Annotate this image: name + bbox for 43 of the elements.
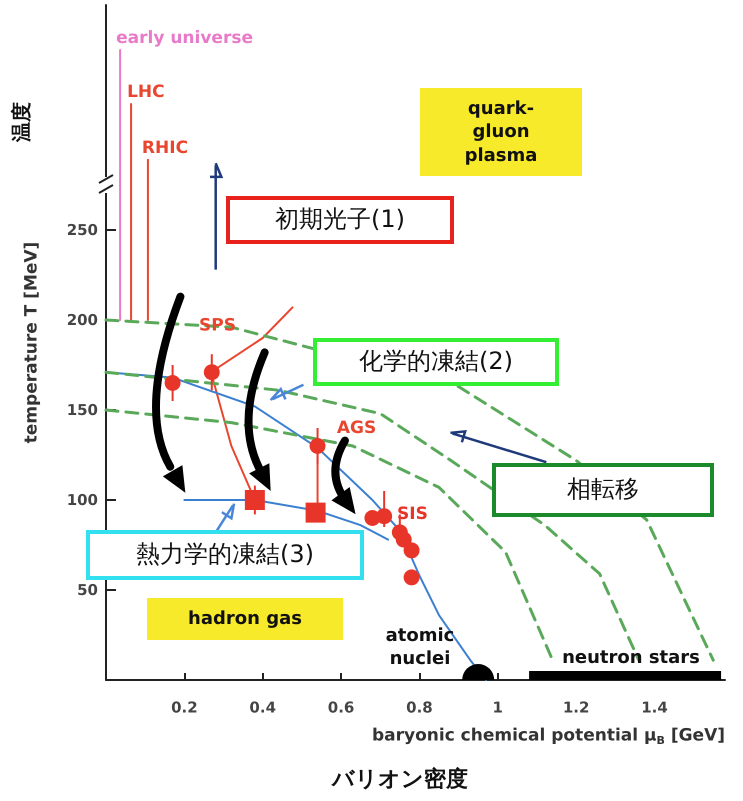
text-box: hadron gas [147,598,343,640]
annotation: 化学的凍結(2) [359,346,513,378]
series-label: early universe [116,28,253,48]
text: バリオン密度 [332,766,468,794]
point [310,438,326,454]
y-tick-label: 200 [66,311,98,329]
x-tick-label: 0.8 [406,698,433,716]
x-tick-label: 0.4 [249,698,276,716]
text-box: 相転移 [492,463,714,517]
annotation: 相転移 [567,474,639,506]
y-tick-label: 100 [66,491,98,509]
point [244,490,265,510]
annotation: 熱力学的凍結(3) [136,539,314,570]
annotation: quark-gluon plasma [464,96,538,168]
x-tick-label: 1 [492,698,503,716]
annotation: atomic nuclei [385,624,455,670]
annotation: 初期光子(1) [275,204,405,236]
y-tick-label: 250 [66,221,98,239]
point [204,364,220,380]
point [164,375,181,391]
point [376,508,392,524]
series-label: SIS [397,504,428,524]
y-tick-label: 150 [66,401,98,419]
text-box: 初期光子(1) [226,196,454,244]
text-box: 熱力学的凍結(3) [86,530,364,580]
annotation: hadron gas [188,607,302,631]
x-tick-label: 0.6 [328,698,354,716]
y-tick-label: 50 [77,581,98,599]
point [404,569,420,586]
point [404,542,420,558]
point [306,502,326,523]
text: 温度 [8,102,34,142]
point [396,532,412,548]
y-axis-title: temperature T [MeV] [22,242,42,444]
text-box: 化学的凍結(2) [313,338,559,386]
series-label: AGS [336,418,376,438]
x-tick-label: 1.2 [562,698,590,716]
series-label: LHC [127,82,165,102]
x-tick-label: 1.4 [641,698,668,716]
x-tick-label: 0.2 [171,698,198,716]
series-label: RHIC [142,138,188,158]
text-box: quark-gluon plasma [420,88,582,176]
annotation: neutron stars [562,646,700,670]
